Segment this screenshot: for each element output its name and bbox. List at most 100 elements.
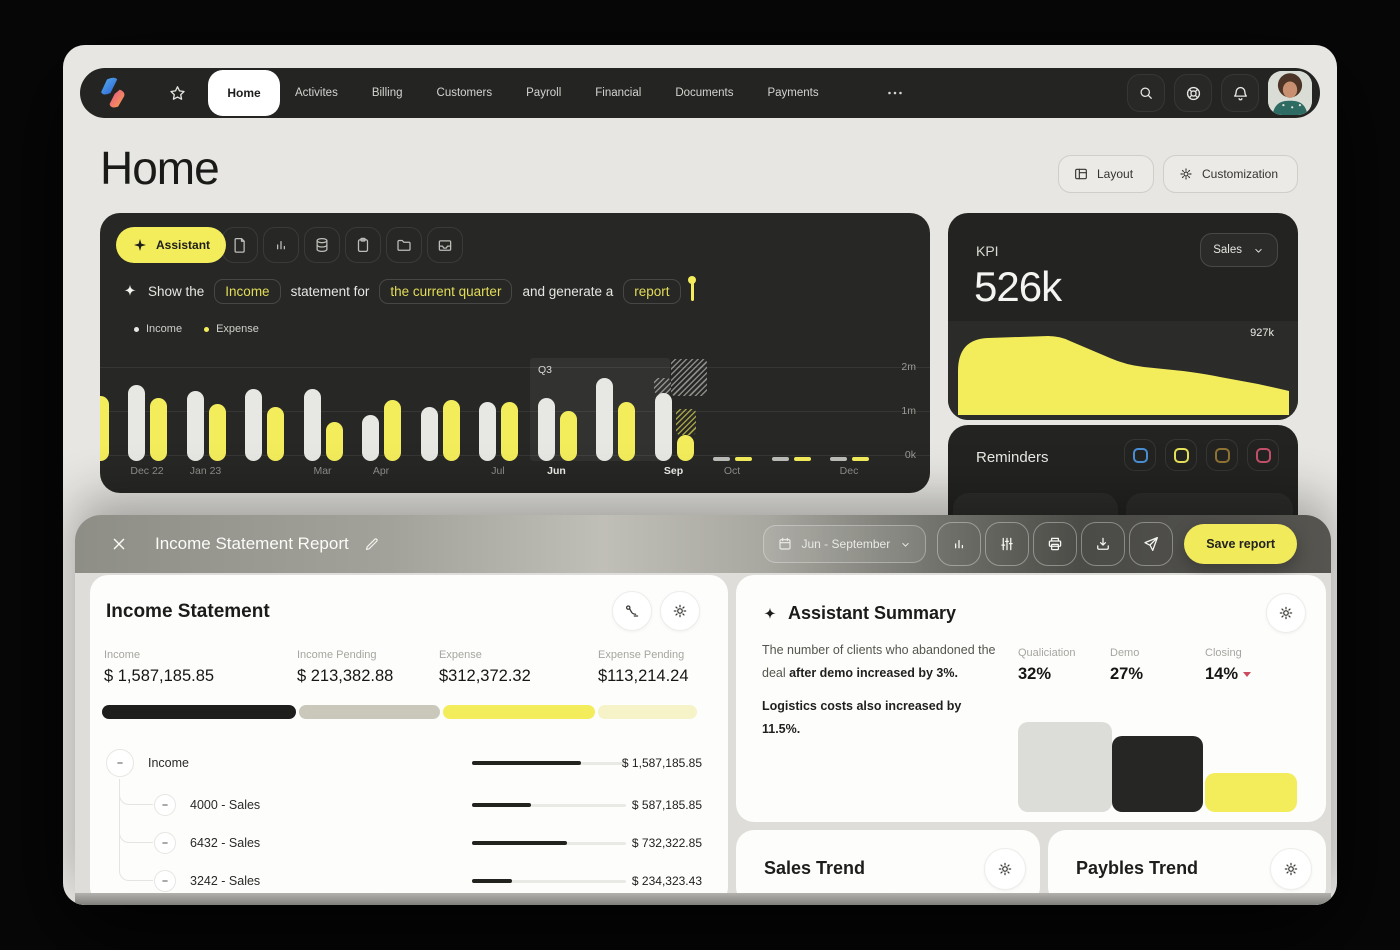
prompt-chip-income[interactable]: Income (214, 278, 281, 304)
kpi-value: 526k (974, 263, 1062, 310)
clipboard-tool-button[interactable] (345, 227, 381, 263)
tree-row: 6432 - Sales $ 732,322.85 (90, 825, 728, 861)
search-button[interactable] (1127, 74, 1165, 112)
layout-button[interactable]: Layout (1058, 155, 1154, 193)
prompt-chip-report[interactable]: report (623, 278, 681, 304)
download-icon (1097, 537, 1110, 550)
tab-customers[interactable]: Customers (436, 87, 493, 99)
more-tabs-button[interactable] (880, 81, 910, 105)
modal-title: Income Statement Report (155, 534, 349, 553)
reminder-filter-yellow-button[interactable] (1165, 439, 1197, 471)
collapse-button[interactable] (154, 870, 176, 892)
collapse-button[interactable] (154, 832, 176, 854)
prompt-text: statement for (290, 283, 370, 299)
prompt-chip-quarter[interactable]: the current quarter (379, 278, 513, 304)
gridline (100, 367, 930, 368)
gear-icon (1284, 862, 1298, 876)
collapse-button[interactable] (154, 794, 176, 816)
income-bar (596, 378, 613, 461)
collapse-button[interactable] (106, 749, 134, 777)
gear-icon (1279, 606, 1293, 620)
app-logo-icon[interactable] (96, 76, 130, 110)
forecast-hatch-income (671, 359, 707, 396)
sparkle-icon (124, 284, 136, 296)
modal-header: Income Statement Report Jun - September (75, 515, 1331, 573)
tab-home-label: Home (227, 86, 261, 100)
folder-tool-button[interactable] (386, 227, 422, 263)
stat-label: Qualiciation (1018, 647, 1076, 659)
summary-header: Assistant Summary (762, 603, 956, 624)
settings-button[interactable] (1270, 848, 1312, 890)
tab-home[interactable]: Home (208, 70, 280, 116)
tab-activites[interactable]: Activites (295, 87, 338, 99)
assistant-button-label: Assistant (156, 238, 211, 252)
sparkle-icon (134, 239, 146, 251)
minus-icon (162, 804, 168, 806)
chart-tool-button[interactable] (263, 227, 299, 263)
support-button[interactable] (1174, 74, 1212, 112)
customization-button[interactable]: Customization (1163, 155, 1298, 193)
sales-trend-card: Sales Trend (736, 830, 1040, 905)
edit-title-button[interactable] (363, 536, 380, 553)
database-icon (316, 237, 328, 253)
x-axis-label: Dec (839, 465, 859, 477)
tab-documents[interactable]: Documents (675, 87, 734, 99)
gear-icon (1180, 168, 1192, 180)
tree-row-value: $ 732,322.85 (631, 836, 702, 850)
close-button[interactable] (105, 530, 133, 558)
chart-view-button[interactable] (937, 522, 982, 566)
document-tool-button[interactable] (222, 227, 258, 263)
stat-label: Expense Pending (598, 649, 685, 661)
save-report-button[interactable]: Save report (1184, 524, 1297, 564)
tree-row-label: 6432 - Sales (190, 836, 261, 850)
chevron-down-icon (902, 542, 909, 547)
tab-billing[interactable]: Billing (371, 87, 403, 99)
inbox-tool-button[interactable] (427, 227, 463, 263)
calendar-icon (778, 537, 791, 550)
paper-plane-icon (1144, 536, 1159, 552)
expense-bar (325, 422, 343, 461)
legend-income-dot (134, 326, 139, 332)
user-avatar[interactable] (1268, 71, 1312, 115)
notifications-button[interactable] (1221, 74, 1259, 112)
settings-button[interactable] (1266, 593, 1306, 633)
modal-bottom-edge (75, 893, 1331, 905)
signature-icon (625, 605, 639, 617)
x-axis-label: Oct (723, 465, 741, 477)
kpi-metric-select[interactable]: Sales (1200, 233, 1278, 267)
tree-row-bar (472, 803, 626, 807)
stat-value: $ 1,587,185.85 (104, 667, 215, 685)
tree-row: Income $ 1,587,185.85 (90, 745, 728, 781)
stat-value: $ 213,382.88 (297, 667, 394, 685)
send-button[interactable] (1129, 522, 1174, 566)
tree-row-value: $ 234,323.43 (631, 874, 702, 888)
legend-income: Income (134, 323, 182, 335)
reminder-filter-red-button[interactable] (1247, 439, 1279, 471)
settings-button[interactable] (660, 591, 700, 631)
expense-bar (676, 435, 694, 461)
sales-trend-title: Sales Trend (764, 858, 866, 878)
favorites-star-button[interactable] (158, 74, 196, 112)
income-tree: Income $ 1,587,185.85 4000 - Sales $ 587,18… (90, 575, 728, 905)
tab-payments[interactable]: Payments (767, 87, 819, 99)
expense-bar (100, 396, 109, 461)
signature-button[interactable] (612, 591, 652, 631)
expense-bar (852, 457, 869, 461)
tab-financial[interactable]: Financial (595, 87, 642, 99)
assistant-button[interactable]: Assistant (116, 227, 227, 263)
settings-button[interactable] (984, 848, 1026, 890)
funnel-chart (736, 575, 1326, 822)
reminder-filter-amber-button[interactable] (1206, 439, 1238, 471)
segment (102, 705, 297, 719)
x-axis-label: Sep (663, 465, 684, 477)
print-button[interactable] (1033, 522, 1078, 566)
stat-label: Demo (1110, 647, 1140, 659)
income-bar (303, 389, 321, 461)
filters-button[interactable] (985, 522, 1030, 566)
x-axis-label: Jun (547, 465, 566, 477)
tab-payroll[interactable]: Payroll (526, 87, 562, 99)
download-button[interactable] (1081, 522, 1126, 566)
database-tool-button[interactable] (304, 227, 340, 263)
reminder-filter-blue-button[interactable] (1124, 439, 1156, 471)
date-range-select[interactable]: Jun - September (762, 525, 927, 563)
